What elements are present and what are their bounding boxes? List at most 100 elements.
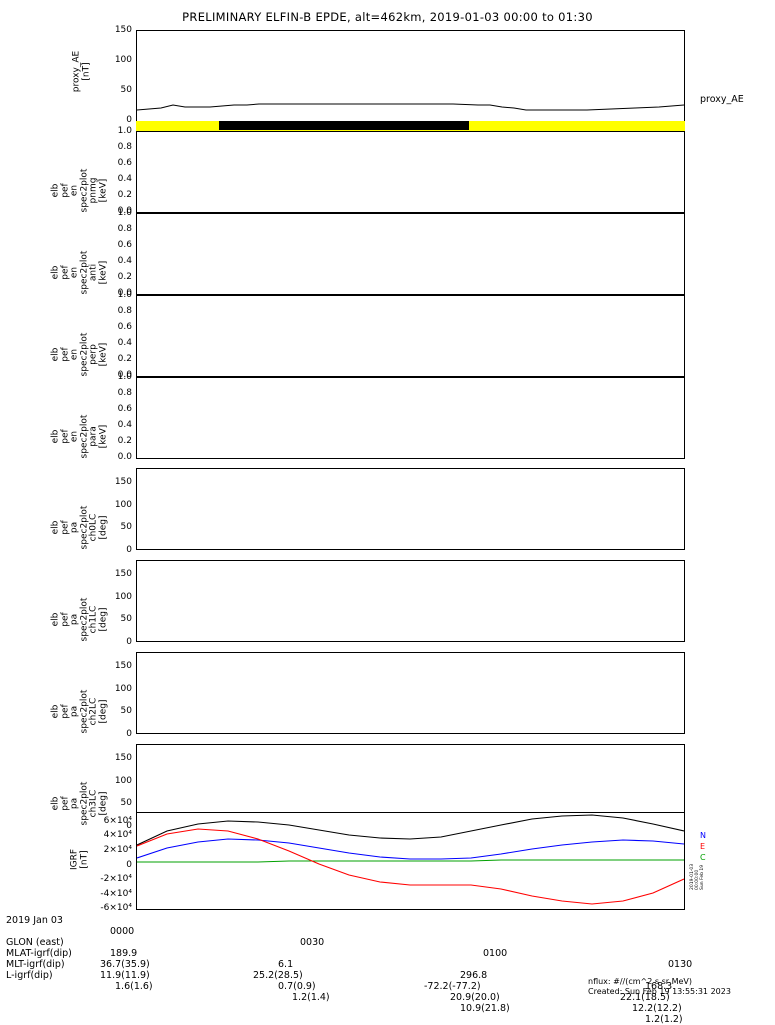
ytick: 0.6 (117, 240, 132, 250)
ytick: 4×10⁴ (103, 830, 132, 840)
igrf-label-e: E (700, 842, 706, 851)
ytick: 100 (114, 776, 132, 786)
ytick: 0.8 (117, 142, 132, 152)
igrf-series-e (137, 838, 684, 860)
ytick: 6×10⁴ (103, 816, 132, 826)
row-label: MLT-igrf(dip) (6, 959, 65, 970)
ytick: 50 (120, 706, 132, 716)
ytick: 0.8 (117, 224, 132, 234)
row-value: 10.9(21.8) (460, 1003, 510, 1014)
units-note: nflux: #//(cm^2 s sr MeV) (588, 977, 693, 986)
ytick: 0.0 (117, 452, 132, 462)
row-value: 296.8 (460, 970, 488, 981)
igrf-label-c: C (700, 853, 706, 862)
row-value: 36.7(35.9) (100, 959, 150, 970)
ytick: 50 (120, 85, 132, 95)
row-value: 168.3 (645, 981, 673, 992)
panel-proxy-ae (136, 30, 685, 122)
ytick: 0.2 (117, 190, 132, 200)
ytick: 1.0 (117, 290, 132, 300)
panel-proxy-ae-ylabel: proxy_AE [nT] (71, 50, 92, 93)
igrf-series-n (137, 814, 684, 846)
page-title: PRELIMINARY ELFIN-B EPDE, alt=462km, 201… (182, 10, 593, 24)
xtick-0130: 0130 (668, 959, 693, 970)
ytick: 0 (126, 860, 132, 870)
ytick: -4×10⁴ (100, 889, 132, 899)
ytick: 0.0 (117, 370, 132, 380)
ytick: 0.4 (117, 256, 132, 266)
row-value: 1.6(1.6) (115, 981, 153, 992)
row-value: 1.2(1.2) (645, 1014, 683, 1025)
ytick: 0 (126, 729, 132, 739)
ytick: 0.2 (117, 436, 132, 446)
ytick: 0.4 (117, 338, 132, 348)
row-value: 22.1(18.5) (620, 992, 670, 1003)
ytick: 0.4 (117, 420, 132, 430)
row-value: 0.7(0.9) (278, 981, 316, 992)
ytick: 1.0 (117, 126, 132, 136)
ytick: -6×10⁴ (100, 903, 132, 913)
row-value: 20.9(20.0) (450, 992, 500, 1003)
ytick: 150 (114, 477, 132, 487)
panel-igrf (136, 812, 685, 910)
ytick: 0 (126, 637, 132, 647)
row-label: L-igrf(dip) (6, 970, 53, 981)
availability-bar-black (219, 121, 469, 130)
ytick: 50 (120, 614, 132, 624)
row-value: 6.1 (278, 959, 294, 970)
ytick: 0.2 (117, 272, 132, 282)
ytick: 0.0 (117, 288, 132, 298)
ytick: 0.8 (117, 306, 132, 316)
proxy-ae-line (137, 103, 684, 111)
footer-xticks: 0000 0030 0100 0130 (0, 915, 775, 970)
row-value: -72.2(-77.2) (424, 981, 481, 992)
xtick-0100: 0100 (483, 948, 508, 959)
proxy-ae-right-label: proxy_AE (700, 94, 744, 105)
footer-date: 2019 Jan 03 (6, 915, 63, 926)
ytick: 100 (114, 684, 132, 694)
proxy-ae-plot (137, 103, 684, 111)
panel-pa-ch2lc (136, 652, 685, 734)
panel-en-perp (136, 295, 685, 377)
ytick: 50 (120, 798, 132, 808)
ytick: -2×10⁴ (100, 874, 132, 884)
xtick-0000: 0000 (110, 926, 135, 937)
ytick: 0.8 (117, 388, 132, 398)
ytick: 0.6 (117, 404, 132, 414)
ytick: 100 (114, 55, 132, 65)
ytick: 0 (126, 545, 132, 555)
footer-row-glon: GLON (east) 189.9 6.1 296.8 168.3 (0, 926, 775, 992)
ytick: 1.0 (117, 372, 132, 382)
row-label: MLAT-igrf(dip) (6, 948, 72, 959)
ytick: 2×10⁴ (103, 845, 132, 855)
igrf-series-red (137, 828, 684, 905)
igrf-series-c (137, 859, 684, 863)
ytick: 150 (114, 661, 132, 671)
created-note: Created: Sun Feb 19 13:55:31 2023 (588, 987, 731, 996)
ytick: 100 (114, 592, 132, 602)
row-value: 1.2(1.4) (292, 992, 330, 1003)
ytick: 100 (114, 500, 132, 510)
ytick: 0.6 (117, 322, 132, 332)
xtick-0030: 0030 (300, 937, 325, 948)
igrf-label-n: N (700, 831, 706, 840)
igrf-timestamp-legend: 2019-01-03 00:00:00 Sun Feb 19 (690, 863, 705, 890)
ytick: 0.2 (117, 354, 132, 364)
igrf-plot (137, 814, 684, 905)
panel-en-para (136, 377, 685, 459)
ytick: 0.0 (117, 206, 132, 216)
panel-en-pnmg (136, 131, 685, 213)
ytick: 0.4 (117, 174, 132, 184)
panel-pa-ch0lc (136, 468, 685, 550)
panel-en-anti (136, 213, 685, 295)
ytick: 150 (114, 569, 132, 579)
ytick: 0 (126, 821, 132, 831)
ytick: 1.0 (117, 208, 132, 218)
ytick: 150 (114, 25, 132, 35)
row-label: GLON (east) (6, 937, 64, 948)
ytick: 150 (114, 753, 132, 763)
footer-row-mlat: MLAT-igrf(dip) 36.7(35.9) 25.2(28.5) -72… (0, 937, 775, 1003)
row-value: 11.9(11.9) (100, 970, 150, 981)
ytick: 0.6 (117, 158, 132, 168)
ytick: 0 (126, 115, 132, 125)
